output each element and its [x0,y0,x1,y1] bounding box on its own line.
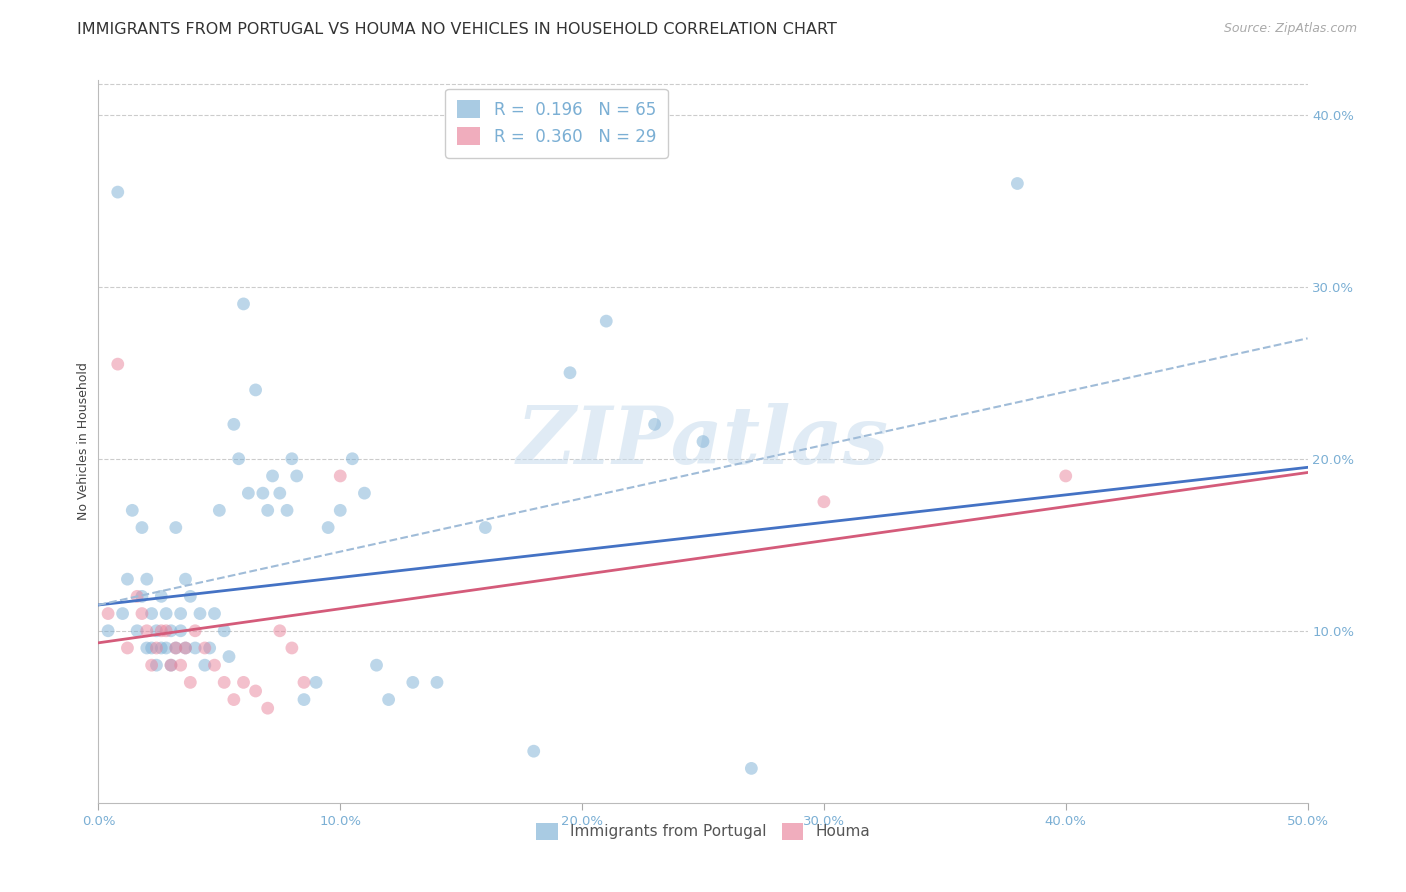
Point [184,640,207,655]
Point [256,503,278,517]
Point [316,520,339,534]
Point [135,572,157,586]
Point [276,503,298,517]
Point [813,494,835,508]
Point [208,503,231,517]
Point [269,486,291,500]
Point [1054,469,1077,483]
Point [644,417,666,432]
Point [97,624,120,638]
Point [222,692,245,706]
Point [174,572,197,586]
Point [281,640,304,655]
Point [121,503,143,517]
Point [145,640,167,655]
Point [111,607,134,621]
Point [595,314,617,328]
Point [232,297,254,311]
Point [184,624,207,638]
Point [402,675,425,690]
Point [353,486,375,500]
Point [342,451,364,466]
Point [131,520,153,534]
Point [141,607,163,621]
Point [198,640,221,655]
Point [107,185,129,199]
Point [179,590,201,604]
Point [165,640,187,655]
Point [160,658,183,673]
Point [174,640,197,655]
Point [150,590,173,604]
Point [426,675,449,690]
Point [377,692,399,706]
Point [740,761,762,775]
Point [165,640,187,655]
Text: ZIPatlas: ZIPatlas [517,403,889,480]
Point [194,658,217,673]
Point [222,417,245,432]
Point [292,675,315,690]
Point [150,640,173,655]
Point [194,640,217,655]
Point [245,684,267,698]
Point [523,744,546,758]
Text: IMMIGRANTS FROM PORTUGAL VS HOUMA NO VEHICLES IN HOUSEHOLD CORRELATION CHART: IMMIGRANTS FROM PORTUGAL VS HOUMA NO VEH… [77,22,837,37]
Point [169,607,191,621]
Point [160,658,183,673]
Point [366,658,388,673]
Point [245,383,267,397]
Text: Source: ZipAtlas.com: Source: ZipAtlas.com [1223,22,1357,36]
Point [145,658,167,673]
Point [252,486,274,500]
Point [117,640,139,655]
Point [218,649,240,664]
Point [127,590,149,604]
Point [1007,177,1029,191]
Point [155,624,177,638]
Point [204,658,226,673]
Legend: Immigrants from Portugal, Houma: Immigrants from Portugal, Houma [530,817,876,846]
Point [232,675,254,690]
Point [117,572,139,586]
Y-axis label: No Vehicles in Household: No Vehicles in Household [77,363,90,520]
Point [305,675,328,690]
Point [269,624,291,638]
Point [141,658,163,673]
Point [155,640,177,655]
Point [262,469,284,483]
Point [474,520,496,534]
Point [135,640,157,655]
Point [131,607,153,621]
Point [97,607,120,621]
Point [160,624,183,638]
Point [131,590,153,604]
Point [256,701,278,715]
Point [285,469,308,483]
Point [150,624,173,638]
Point [127,624,149,638]
Point [179,675,201,690]
Point [329,503,352,517]
Point [558,366,581,380]
Point [228,451,250,466]
Point [155,607,177,621]
Point [174,640,197,655]
Point [212,675,235,690]
Point [329,469,352,483]
Point [204,607,226,621]
Point [238,486,260,500]
Point [692,434,714,449]
Point [169,624,191,638]
Point [145,624,167,638]
Point [169,658,191,673]
Point [135,624,157,638]
Point [165,520,187,534]
Point [281,451,304,466]
Point [212,624,235,638]
Point [141,640,163,655]
Point [188,607,211,621]
Point [107,357,129,371]
Point [292,692,315,706]
